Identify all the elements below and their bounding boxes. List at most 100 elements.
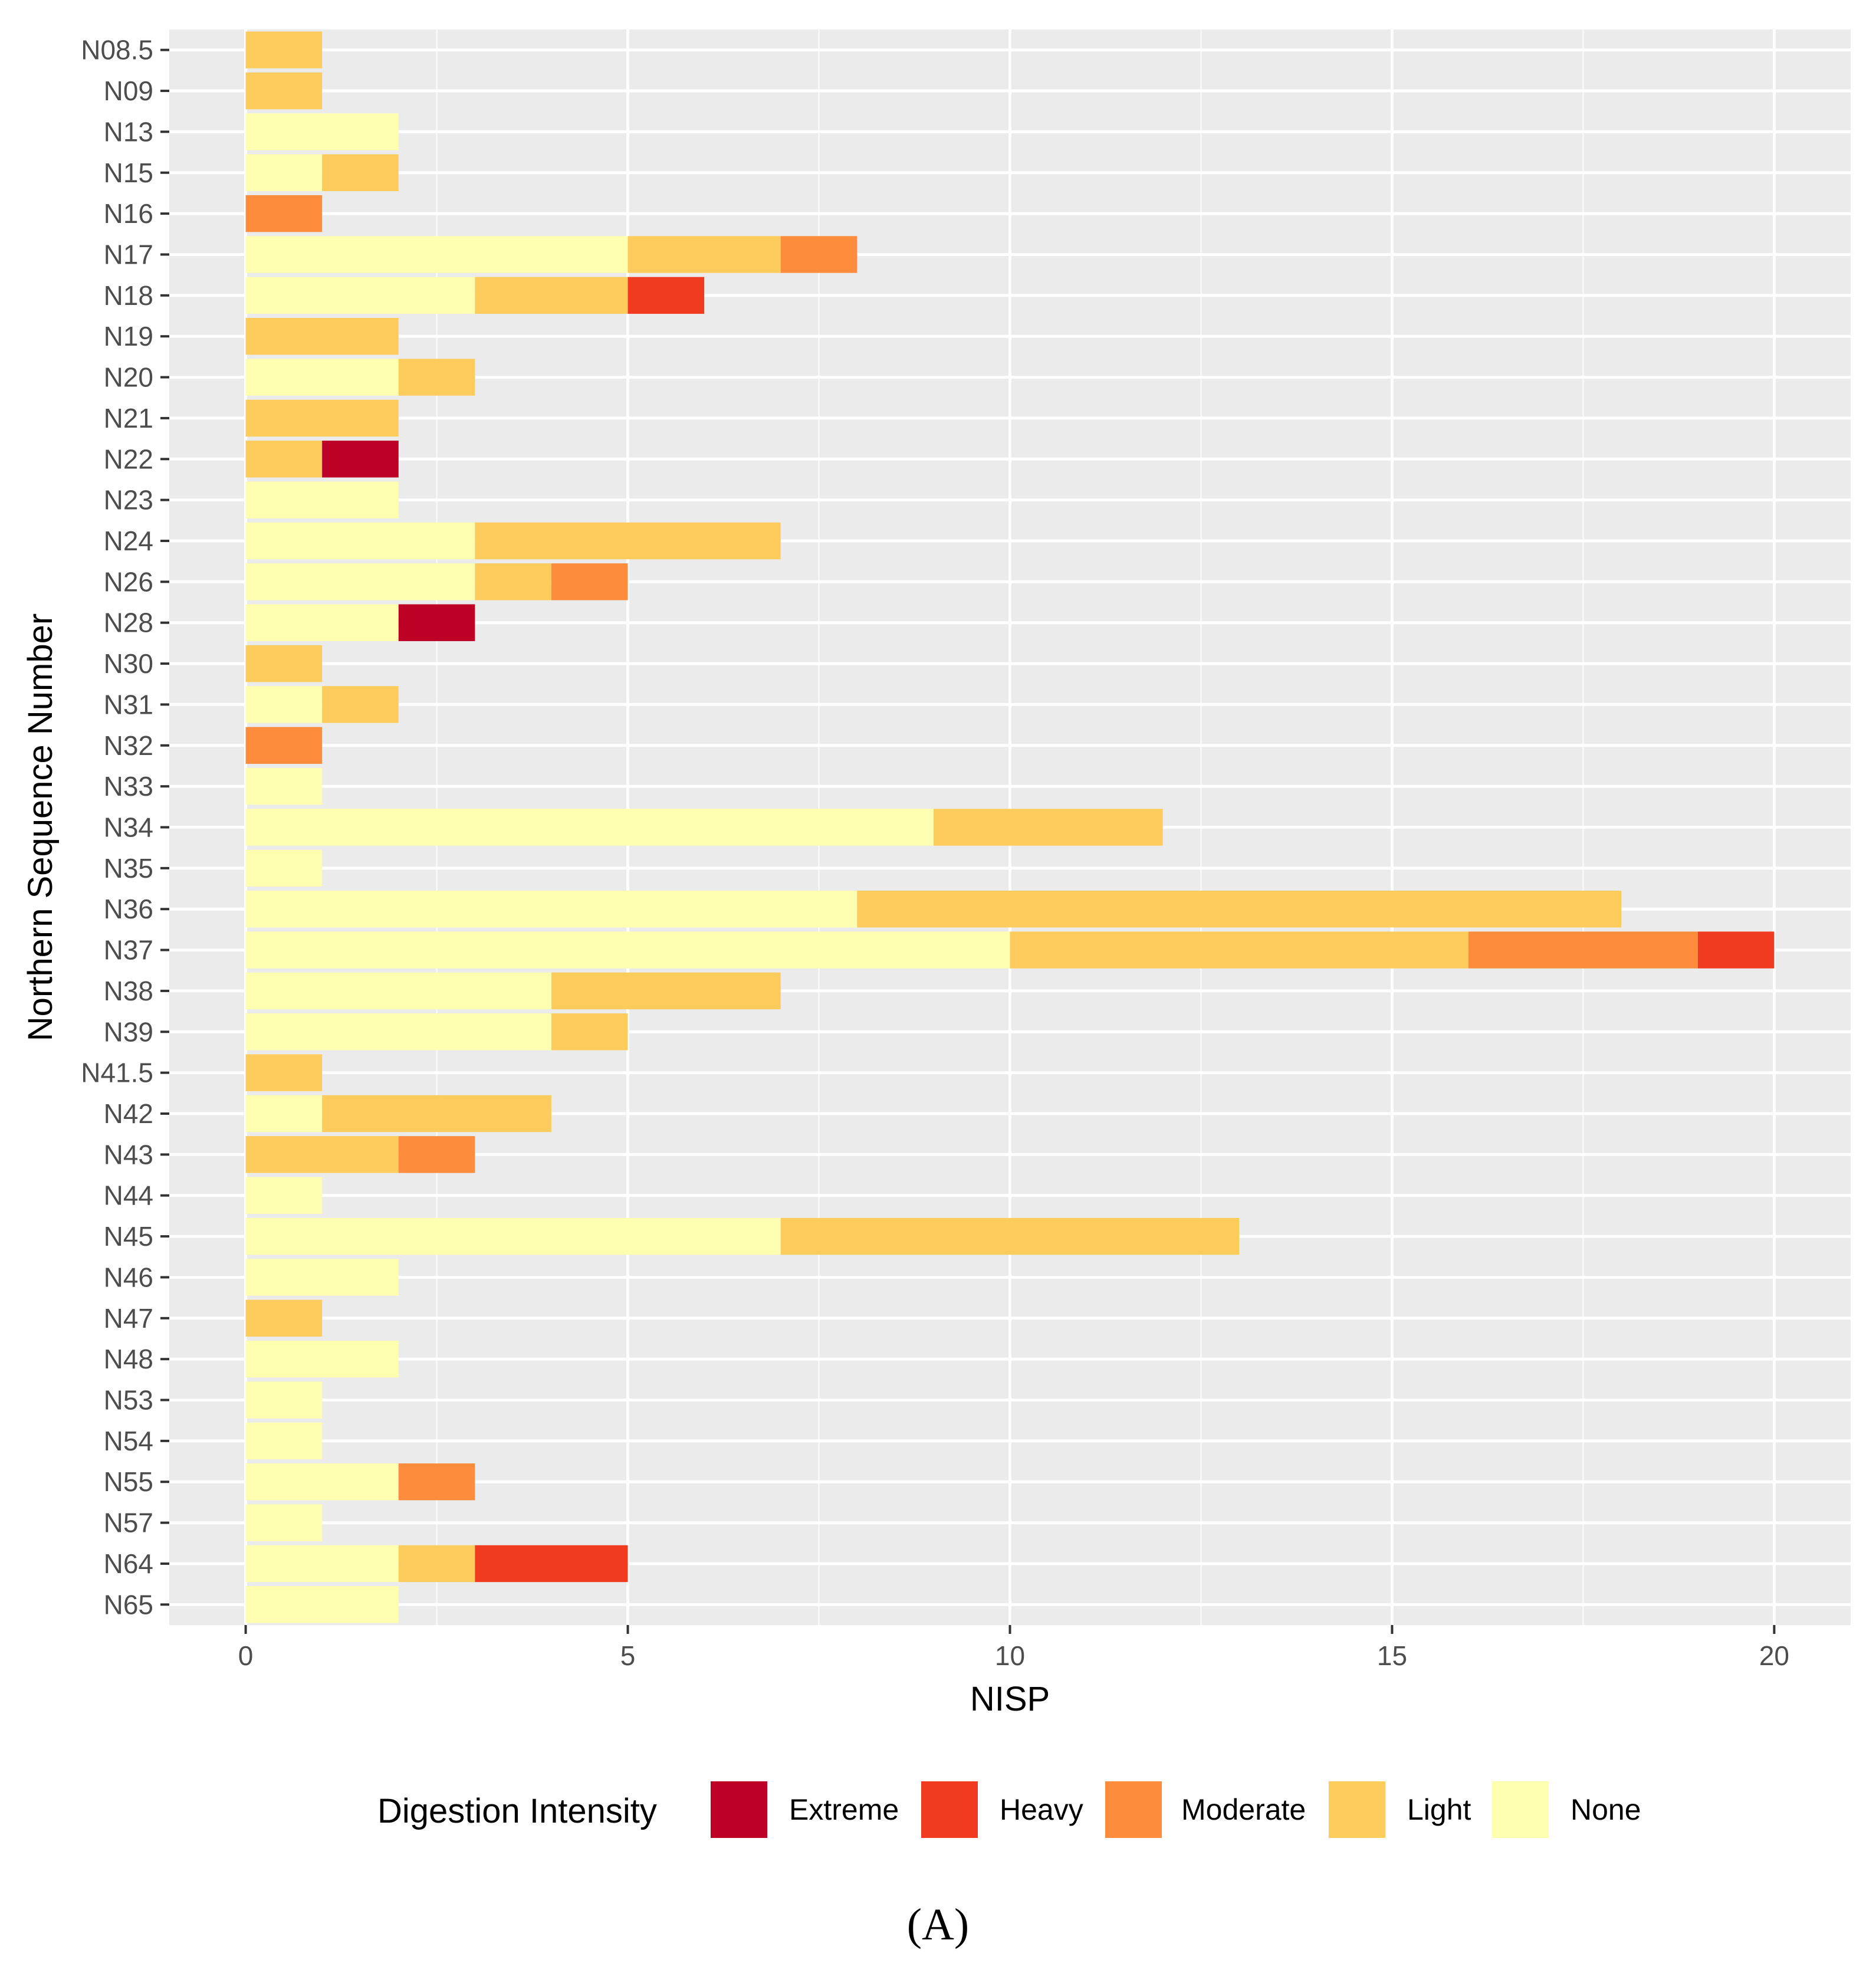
y-tick-label: N33 [104, 771, 153, 802]
bar-heavy-n64 [475, 1545, 628, 1583]
bar-light-n24 [475, 522, 781, 560]
y-tick-label: N23 [104, 485, 153, 516]
y-tick-label: N41.5 [81, 1058, 153, 1088]
bar-none-n53 [245, 1381, 323, 1419]
x-axis: 0 5 10 15 20 [238, 1625, 1789, 1671]
y-tick-label: N15 [104, 157, 153, 188]
y-tick-label: N54 [104, 1426, 153, 1456]
bar-none-n23 [245, 481, 399, 518]
x-tick-label: 5 [620, 1640, 636, 1671]
bar-light-n08-5 [245, 31, 323, 68]
bar-moderate-n16 [245, 195, 323, 232]
bar-none-n54 [245, 1422, 323, 1460]
y-tick-label: N21 [104, 403, 153, 434]
bar-light-n31 [322, 686, 399, 723]
bar-light-n34 [933, 809, 1163, 846]
x-tick-label: 10 [995, 1640, 1025, 1671]
x-tick-label: 15 [1377, 1640, 1407, 1671]
y-tick-label: N32 [104, 730, 153, 761]
bar-none-n17 [245, 236, 628, 273]
y-tick-label: N09 [104, 76, 153, 106]
bar-none-n18 [245, 277, 475, 314]
y-tick-label: N19 [104, 321, 153, 352]
legend-label-heavy: Heavy [1000, 1793, 1083, 1826]
bar-moderate-n17 [780, 236, 857, 273]
y-tick-label: N28 [104, 608, 153, 638]
bar-none-n57 [245, 1504, 323, 1541]
bar-extreme-n28 [398, 604, 475, 641]
y-tick-label: N47 [104, 1303, 153, 1334]
bar-none-n42 [245, 1095, 323, 1132]
y-tick-label: N43 [104, 1139, 153, 1170]
legend-key-light [1329, 1781, 1385, 1838]
y-tick-label: N65 [104, 1589, 153, 1620]
bar-none-n36 [245, 891, 857, 928]
bar-heavy-n37 [1697, 931, 1775, 969]
bar-light-n17 [627, 236, 781, 273]
y-tick-label: N35 [104, 853, 153, 884]
bar-none-n46 [245, 1259, 399, 1296]
bar-none-n15 [245, 154, 323, 191]
bar-none-n65 [245, 1586, 399, 1623]
bar-moderate-n55 [398, 1463, 475, 1501]
bar-light-n18 [475, 277, 628, 314]
bar-light-n15 [322, 154, 399, 191]
y-tick-label: N30 [104, 648, 153, 679]
y-tick-label: N18 [104, 280, 153, 311]
bar-moderate-n32 [245, 727, 323, 764]
bar-light-n37 [1010, 931, 1469, 969]
y-tick-label: N37 [104, 935, 153, 966]
legend-key-heavy [921, 1781, 978, 1838]
y-tick-label: N48 [104, 1344, 153, 1374]
legend-label-none: None [1571, 1793, 1641, 1826]
bar-none-n13 [245, 113, 399, 150]
bar-none-n20 [245, 359, 399, 396]
y-tick-label: N45 [104, 1221, 153, 1252]
bar-none-n34 [245, 809, 934, 846]
x-tick-label: 0 [238, 1640, 254, 1671]
bar-light-n09 [245, 72, 323, 110]
y-tick-label: N34 [104, 812, 153, 843]
bar-none-n31 [245, 686, 323, 723]
y-tick-label: N64 [104, 1548, 153, 1579]
bar-extreme-n22 [322, 441, 399, 478]
y-tick-label: N08.5 [81, 35, 153, 65]
bar-none-n24 [245, 522, 475, 560]
bar-none-n44 [245, 1177, 323, 1214]
bar-light-n43 [245, 1136, 399, 1173]
bar-light-n39 [551, 1013, 628, 1051]
y-tick-label: N17 [104, 239, 153, 270]
bar-none-n33 [245, 767, 323, 805]
figure-caption: (A) [906, 1900, 970, 1949]
x-axis-label: NISP [970, 1680, 1050, 1718]
bar-none-n45 [245, 1217, 781, 1255]
bar-none-n48 [245, 1340, 399, 1378]
bar-none-n26 [245, 563, 475, 600]
bar-light-n26 [475, 563, 551, 600]
bar-light-n30 [245, 645, 323, 682]
legend-label-extreme: Extreme [789, 1793, 899, 1826]
bar-light-n41-5 [245, 1054, 323, 1091]
bar-none-n37 [245, 931, 1010, 969]
bar-none-n28 [245, 604, 399, 641]
y-tick-label: N55 [104, 1466, 153, 1497]
y-axis-label: Northern Sequence Number [21, 613, 60, 1041]
y-tick-label: N16 [104, 198, 153, 229]
bar-none-n35 [245, 849, 323, 887]
stacked-bar-chart: N08.5 N09 N13 N15 N16 N17 N18 N19 N20 N21 N22 N23 N2… [21, 29, 1851, 1838]
bar-light-n21 [245, 399, 399, 437]
bar-layer [245, 31, 1775, 1623]
bar-light-n36 [857, 891, 1622, 928]
legend-key-none [1492, 1781, 1549, 1838]
y-tick-label: N31 [104, 689, 153, 720]
y-tick-label: N38 [104, 976, 153, 1006]
legend-key-moderate [1105, 1781, 1162, 1838]
legend: Digestion Intensity Extreme Heavy Moderate… [377, 1781, 1641, 1838]
legend-label-moderate: Moderate [1181, 1793, 1306, 1826]
bar-none-n55 [245, 1463, 399, 1501]
y-tick-label: N36 [104, 894, 153, 924]
y-tick-label: N39 [104, 1016, 153, 1047]
y-tick-label: N44 [104, 1180, 153, 1211]
bar-light-n42 [322, 1095, 551, 1132]
y-tick-label: N46 [104, 1262, 153, 1292]
